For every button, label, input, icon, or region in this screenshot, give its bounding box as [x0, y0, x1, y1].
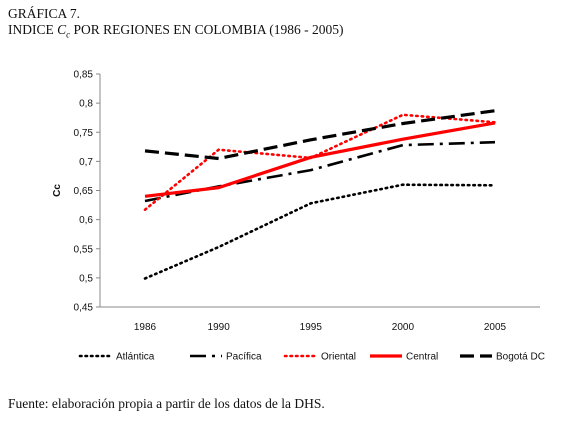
- y-tick-label: 0,8: [79, 99, 93, 110]
- title-suffix: POR REGIONES EN COLOMBIA (1986 - 2005): [70, 22, 344, 37]
- y-tick-label: 0,55: [74, 244, 94, 255]
- legend-label-central: Central: [406, 352, 438, 363]
- y-tick-label: 0,45: [74, 303, 94, 314]
- chart-legend: Atlántica Pacífica Oriental Central Bogotá D…: [78, 352, 545, 363]
- y-tick-label: 0,75: [74, 128, 94, 139]
- y-tick-label: 0,7: [79, 157, 93, 168]
- series-line-atl-ntica: [143, 183, 497, 280]
- title-variable: C: [57, 22, 67, 37]
- y-tick-label: 0,85: [74, 70, 94, 81]
- source-note: Fuente: elaboración propia a partir de l…: [8, 396, 325, 411]
- figure-number: GRÁFICA 7.: [8, 6, 81, 21]
- series-line-pac-fica: [144, 140, 496, 203]
- x-tick-label: 2000: [392, 322, 415, 333]
- y-tick-label: 0,6: [79, 215, 93, 226]
- legend-label-oriental: Oriental: [321, 352, 356, 363]
- y-axis-title: Cc: [52, 184, 63, 197]
- series-line-central: [144, 121, 496, 198]
- x-tick-label: 1995: [300, 322, 323, 333]
- y-tick-label: 0,65: [74, 186, 94, 197]
- chart-series: [143, 109, 497, 280]
- legend-label-bogot-dc: Bogotá DC: [496, 352, 545, 363]
- title-prefix: INDICE: [8, 22, 58, 37]
- series-line-oriental: [143, 113, 497, 211]
- x-tick-label: 1990: [208, 322, 231, 333]
- series-line-bogot-dc: [144, 109, 496, 161]
- title-subscript: c: [66, 29, 71, 40]
- figure-title: INDICE Cc POR REGIONES EN COLOMBIA (1986…: [8, 22, 344, 43]
- chart-axes: 0,45 0,5 0,55 0,6 0,65 0,7 0,75 0,8 0,85 1986 1990…: [52, 70, 540, 333]
- legend-label-atl-ntica: Atlántica: [116, 352, 155, 363]
- legend-label-pac-fica: Pacífica: [226, 352, 262, 363]
- x-tick-label: 1986: [134, 322, 157, 333]
- y-tick-label: 0,5: [79, 273, 93, 284]
- x-tick-label: 2005: [484, 322, 507, 333]
